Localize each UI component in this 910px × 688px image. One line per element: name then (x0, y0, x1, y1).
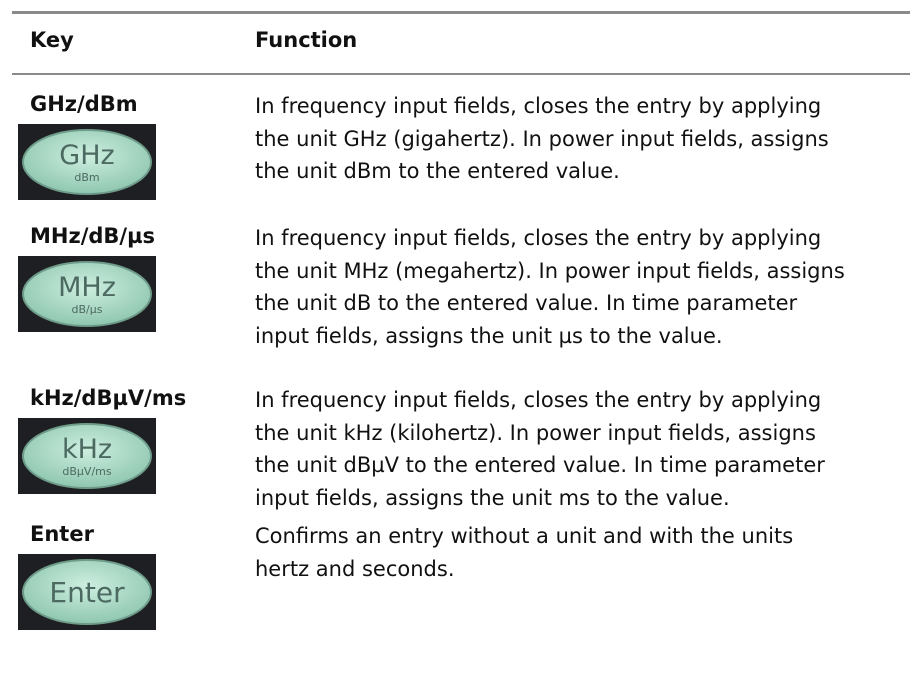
button-label: MHz (58, 272, 116, 303)
text-line: In frequency input fields, closes the en… (255, 94, 822, 118)
text-line: Confirms an entry without a unit and wit… (255, 524, 794, 548)
header-key: Key (30, 28, 74, 52)
text-line: input fields, assigns the unit µs to the… (255, 323, 723, 348)
text-line: hertz and seconds. (255, 556, 455, 581)
button-label: kHz (62, 434, 112, 465)
key-name: Enter (30, 522, 94, 546)
button-face (22, 559, 152, 625)
function-text: In frequency input fields, closes the en… (255, 222, 905, 352)
button-sublabel: dBm (74, 171, 99, 184)
top-rule (12, 11, 910, 14)
button-face (22, 129, 152, 195)
text-line: the unit GHz (gigahertz). In power input… (255, 126, 829, 151)
button-sublabel: dB/µs (72, 303, 103, 316)
text-line: the unit MHz (megahertz). In power input… (255, 258, 845, 283)
key-name: MHz/dB/µs (30, 224, 156, 248)
function-text: In frequency input fields, closes the en… (255, 384, 905, 514)
key-button: Enter (18, 554, 156, 630)
button-face (22, 261, 152, 327)
button-label: GHz (59, 140, 114, 171)
text-line: the unit dB to the entered value. In tim… (255, 291, 798, 316)
button-sublabel: dBµV/ms (62, 465, 111, 478)
header-function: Function (255, 28, 358, 52)
text-line: In frequency input fields, closes the en… (255, 226, 822, 250)
key-name: kHz/dBµV/ms (30, 386, 187, 410)
key-name: GHz/dBm (30, 92, 138, 116)
text-line: In frequency input fields, closes the en… (255, 388, 822, 412)
function-text: Confirms an entry without a unit and wit… (255, 520, 905, 585)
button-label: Enter (49, 576, 125, 609)
header-rule (12, 73, 910, 75)
text-line: the unit dBm to the entered value. (255, 159, 620, 184)
button-face (22, 423, 152, 489)
text-line: the unit dBµV to the entered value. In t… (255, 453, 825, 478)
text-line: the unit kHz (kilohertz). In power input… (255, 420, 816, 445)
text-line: input fields, assigns the unit ms to the… (255, 485, 730, 510)
function-text: In frequency input fields, closes the en… (255, 90, 905, 188)
